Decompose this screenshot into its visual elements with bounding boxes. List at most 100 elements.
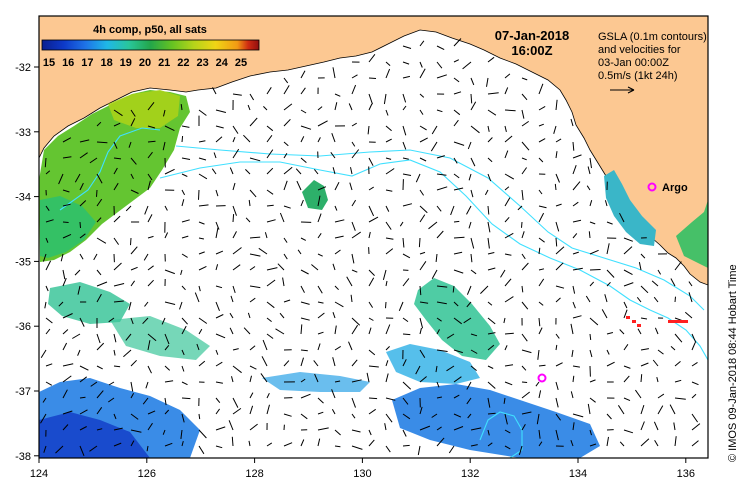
velocity-arrow xyxy=(589,269,601,271)
velocity-arrow xyxy=(93,253,98,261)
velocity-arrow xyxy=(555,429,559,441)
velocity-arrow xyxy=(419,93,425,98)
velocity-arrow xyxy=(334,429,341,436)
velocity-arrow xyxy=(640,374,643,383)
velocity-arrow xyxy=(537,349,540,360)
velocity-arrow xyxy=(453,394,460,399)
velocity-arrow xyxy=(419,349,426,358)
legend-arrow-icon xyxy=(610,86,635,94)
velocity-arrow xyxy=(572,315,582,319)
velocity-arrow xyxy=(334,93,341,97)
velocity-arrow xyxy=(232,348,239,351)
velocity-arrow xyxy=(570,391,574,399)
velocity-arrow xyxy=(334,325,337,335)
velocity-arrow xyxy=(670,278,676,287)
velocity-arrow xyxy=(300,349,308,352)
velocity-arrow xyxy=(538,390,542,399)
velocity-arrow xyxy=(96,333,101,344)
velocity-arrow xyxy=(314,169,319,175)
velocity-arrow xyxy=(402,278,410,287)
velocity-arrow xyxy=(232,125,239,134)
velocity-arrow xyxy=(402,333,411,336)
velocity-arrow xyxy=(45,317,53,324)
velocity-arrow xyxy=(466,285,472,295)
velocity-arrow xyxy=(453,173,460,179)
velocity-arrow xyxy=(656,376,659,383)
velocity-arrow xyxy=(215,285,223,289)
velocity-arrow xyxy=(300,285,305,293)
velocity-arrow xyxy=(96,293,102,303)
velocity-arrow xyxy=(350,167,353,175)
velocity-arrow xyxy=(419,214,426,223)
velocity-arrow xyxy=(521,231,525,239)
velocity-arrow xyxy=(385,157,392,160)
velocity-arrow xyxy=(467,413,472,419)
velocity-arrow xyxy=(215,189,219,197)
velocity-arrow xyxy=(521,221,523,228)
velocity-arrow xyxy=(231,376,234,383)
velocity-arrow xyxy=(79,409,88,415)
velocity-arrow xyxy=(198,265,207,271)
velocity-arrow xyxy=(266,204,274,207)
velocity-arrow xyxy=(623,397,631,402)
velocity-arrows xyxy=(40,38,701,456)
velocity-arrow xyxy=(435,365,438,373)
velocity-arrow xyxy=(317,253,323,257)
velocity-arrow xyxy=(113,237,120,245)
velocity-arrow xyxy=(232,264,241,271)
velocity-arrow xyxy=(589,397,596,403)
velocity-arrow xyxy=(79,426,87,431)
velocity-arrow xyxy=(62,278,67,287)
velocity-arrow xyxy=(503,397,506,404)
velocity-arrow xyxy=(215,250,224,255)
velocity-arrow xyxy=(62,221,69,223)
velocity-arrow xyxy=(504,332,514,335)
velocity-arrow xyxy=(45,170,51,175)
velocity-arrow xyxy=(55,445,64,454)
velocity-arrow xyxy=(300,393,311,399)
velocity-arrow xyxy=(504,413,508,425)
velocity-arrow xyxy=(96,269,102,276)
velocity-arrow xyxy=(589,157,592,169)
velocity-arrow xyxy=(589,333,592,340)
velocity-arrow xyxy=(215,125,224,129)
argo-label: Argo xyxy=(662,182,688,194)
velocity-arrow xyxy=(570,118,574,127)
velocity-arrow xyxy=(249,253,261,257)
velocity-arrow xyxy=(538,105,546,111)
velocity-arrow xyxy=(113,365,121,368)
velocity-arrow xyxy=(283,85,290,95)
velocity-arrow xyxy=(453,187,464,191)
velocity-arrow xyxy=(215,136,223,143)
colorbar-tick-label: 17 xyxy=(81,57,93,69)
legend-line-3: 03-Jan 00:00Z xyxy=(598,57,669,69)
velocity-arrow xyxy=(385,237,394,240)
velocity-arrow xyxy=(453,157,458,164)
velocity-arrow xyxy=(130,440,135,447)
velocity-arrow xyxy=(463,317,472,324)
velocity-arrow xyxy=(164,397,167,406)
velocity-arrow xyxy=(113,427,123,431)
velocity-arrow xyxy=(62,203,71,207)
y-tick-label: -38 xyxy=(15,451,31,463)
velocity-arrow xyxy=(385,168,395,175)
velocity-arrow xyxy=(130,157,137,165)
velocity-arrow xyxy=(198,285,201,292)
velocity-arrow xyxy=(334,445,341,448)
velocity-arrow xyxy=(128,301,132,311)
velocity-arrow xyxy=(419,261,427,271)
velocity-arrow xyxy=(346,276,353,287)
colorbar-tick-label: 24 xyxy=(216,57,229,69)
velocity-arrow xyxy=(164,232,169,239)
velocity-arrow xyxy=(351,149,360,159)
velocity-legend: GSLA (0.1m contours) and velocities for … xyxy=(598,31,707,94)
velocity-arrow xyxy=(45,285,49,292)
velocity-arrow xyxy=(536,413,540,425)
velocity-arrow xyxy=(555,237,558,247)
velocity-arrow xyxy=(368,157,374,166)
velocity-arrow xyxy=(228,420,234,431)
velocity-arrow xyxy=(79,200,87,207)
velocity-arrow xyxy=(44,301,47,309)
velocity-arrow xyxy=(657,349,664,355)
velocity-arrow xyxy=(147,151,153,159)
